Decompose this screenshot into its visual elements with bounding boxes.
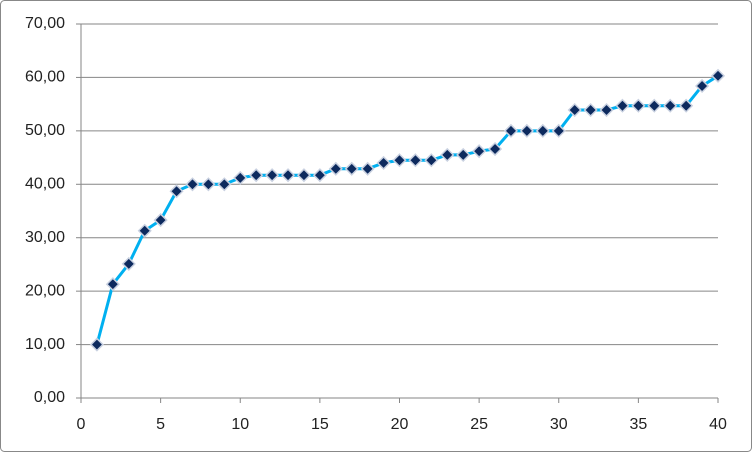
- series-line: [95, 74, 719, 345]
- data-point: [519, 123, 534, 138]
- data-point: [551, 123, 566, 138]
- data-point: [121, 256, 136, 271]
- data-point: [217, 177, 232, 192]
- data-point: [583, 102, 598, 118]
- y-tick-label: 0,00: [34, 389, 65, 406]
- x-tick-label: 0: [77, 416, 86, 433]
- data-point: [408, 153, 423, 168]
- data-point: [280, 168, 296, 183]
- data-point: [169, 184, 184, 199]
- y-tick-label: 20,00: [25, 282, 65, 299]
- data-point: [153, 213, 168, 228]
- x-tick-label: 20: [391, 416, 409, 433]
- data-point: [137, 223, 152, 238]
- data-point: [201, 177, 216, 192]
- x-tick-label: 25: [470, 416, 488, 433]
- x-tick-label: 15: [311, 416, 329, 433]
- data-point: [503, 123, 519, 138]
- data-point: [695, 78, 710, 94]
- data-point: [392, 153, 407, 168]
- data-point: [360, 161, 375, 176]
- data-point: [487, 141, 503, 157]
- data-point: [456, 147, 471, 162]
- y-tick-label: 10,00: [25, 336, 65, 353]
- x-tick-label: 10: [231, 416, 249, 433]
- data-point: [424, 153, 439, 168]
- data-point: [328, 161, 343, 176]
- data-point: [185, 177, 200, 192]
- data-point: [105, 277, 120, 292]
- data-point: [376, 155, 391, 170]
- data-point: [679, 98, 694, 113]
- data-point: [89, 337, 104, 352]
- data-point: [567, 102, 582, 118]
- data-point: [599, 102, 614, 118]
- data-point: [472, 144, 487, 159]
- data-point: [344, 161, 359, 176]
- x-tick-label: 5: [156, 416, 165, 433]
- data-point: [296, 168, 312, 183]
- y-tick-label: 40,00: [25, 176, 65, 193]
- data-point: [615, 98, 630, 113]
- y-tick-label: 50,00: [25, 122, 65, 139]
- data-point: [647, 98, 662, 113]
- x-tick-label: 40: [709, 416, 727, 433]
- data-point: [440, 147, 455, 162]
- x-tick-label: 35: [629, 416, 647, 433]
- y-tick-label: 70,00: [25, 15, 65, 32]
- y-tick-label: 60,00: [25, 69, 65, 86]
- data-point: [663, 98, 678, 113]
- data-point: [312, 168, 327, 183]
- data-point: [631, 98, 646, 113]
- data-point: [535, 123, 550, 138]
- data-point: [249, 168, 264, 183]
- data-point: [710, 68, 726, 83]
- x-tick-label: 30: [550, 416, 568, 433]
- y-tick-label: 30,00: [25, 229, 65, 246]
- data-point: [233, 170, 248, 185]
- data-point: [265, 168, 280, 183]
